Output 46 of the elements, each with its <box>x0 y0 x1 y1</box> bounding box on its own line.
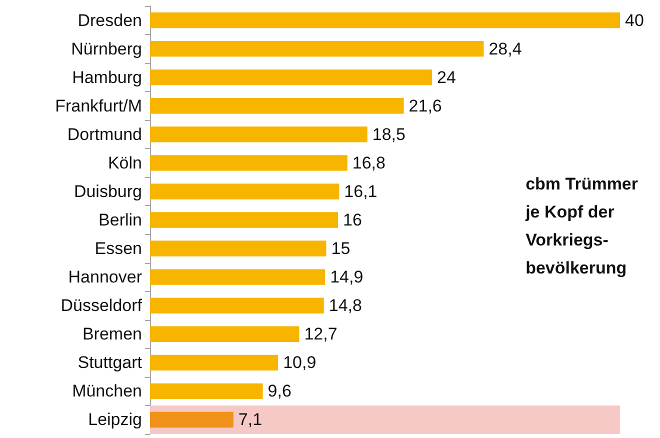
bar <box>150 40 484 57</box>
bar <box>150 269 326 285</box>
annotation: cbm Trümmer je Kopf der Vorkriegs- bevölkerung <box>524 174 638 278</box>
y-tick-label: Frankfurt/M <box>55 96 142 116</box>
y-tick-label: Hannover <box>68 268 142 287</box>
data-label: 14,9 <box>330 268 364 287</box>
data-label: 10,9 <box>283 353 316 372</box>
bar <box>150 184 340 200</box>
data-label: 7,1 <box>238 410 262 430</box>
bar <box>150 69 432 86</box>
data-label: 16,8 <box>352 153 386 172</box>
bar <box>150 326 300 342</box>
bar <box>150 383 263 400</box>
bar <box>150 354 278 371</box>
data-label: 9,6 <box>268 382 292 401</box>
y-tick-label: Duisburg <box>74 182 142 201</box>
y-tick-label: Nürnberg <box>71 39 142 58</box>
bar <box>150 126 368 142</box>
bar <box>150 155 348 171</box>
y-tick-label: Bremen <box>82 324 142 344</box>
data-label: 28,4 <box>488 39 522 58</box>
y-tick-label: Dresden <box>78 10 142 30</box>
bar <box>150 212 338 228</box>
data-label: 12,7 <box>304 324 338 344</box>
data-label: 24 <box>437 68 456 87</box>
data-label: 14,8 <box>328 296 362 316</box>
bar <box>150 98 404 114</box>
data-label: 15 <box>331 239 350 258</box>
y-tick-label: Hamburg <box>72 68 142 87</box>
y-tick-label: München <box>72 382 142 401</box>
y-tick-label: Essen <box>94 239 142 258</box>
y-tick-label: Köln <box>108 153 142 172</box>
y-tick-label: Berlin <box>98 210 142 230</box>
data-label: 40 <box>625 10 644 30</box>
y-tick-label: Leipzig <box>88 410 142 430</box>
data-label: 21,6 <box>408 96 442 116</box>
data-label: 16,1 <box>344 182 378 201</box>
y-tick-label: Dortmund <box>67 124 142 144</box>
bar <box>150 298 324 314</box>
y-tick-label: Stuttgart <box>78 353 142 372</box>
bar <box>150 412 234 428</box>
y-tick-label: Düsseldorf <box>60 296 142 316</box>
bar <box>150 12 620 28</box>
bar <box>150 240 326 256</box>
data-label: 18,5 <box>372 124 406 144</box>
data-label: 16 <box>343 210 362 230</box>
